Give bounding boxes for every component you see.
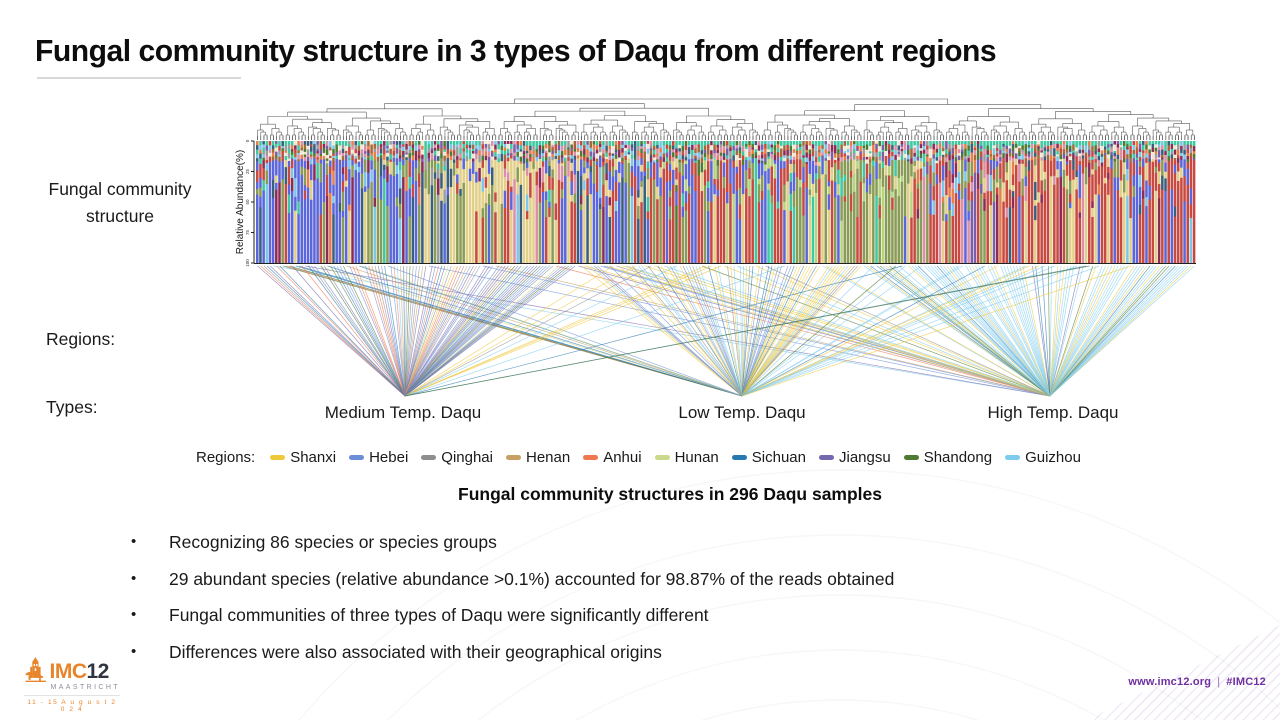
bullet-item: • Fungal communities of three types of Da… — [131, 604, 1091, 626]
type-label-low-temp-daqu: Low Temp. Daqu — [678, 403, 806, 422]
legend-label: Anhui — [603, 449, 642, 466]
corner-hatch-decoration — [1086, 625, 1280, 720]
bullet-dot: • — [131, 569, 137, 587]
legend-swatch — [421, 455, 437, 460]
legend-items: Shanxi Hebei Qinghai Henan Anhui Hunan Sichuan… — [270, 449, 1081, 466]
logo-word-12: 12 — [86, 660, 110, 683]
bullet-item: • Recognizing 86 species or species group… — [131, 531, 1091, 553]
footer-links: www.imc12.org | #IMC12 — [1128, 676, 1266, 688]
legend-label: Sichuan — [751, 449, 806, 466]
type-label-medium-temp-daqu: Medium Temp. Daqu — [324, 403, 482, 422]
legend-item-henan: Henan — [505, 449, 571, 466]
bullet-text: Differences were also associated with th… — [169, 641, 662, 662]
legend-swatch — [903, 455, 919, 460]
legend-item-guizhou: Guizhou — [1005, 449, 1081, 466]
bullet-text: Fungal communities of three types of Daq… — [169, 605, 709, 625]
bullet-text: 29 abundant species (relative abundance … — [169, 568, 895, 589]
label-fungal-community-structure: Fungal community structure — [48, 179, 192, 227]
legend-swatch — [818, 455, 834, 460]
legend-item-hebei: Hebei — [349, 449, 408, 466]
bullet-dot: • — [131, 533, 137, 550]
regions-legend: Regions: Shanxi Hebei Qinghai Henan Anhui Hun… — [196, 449, 1081, 466]
imc12-logo: IMC12 MAASTRICHT 11 - 15 A u g u s t 2 0… — [24, 651, 120, 713]
figure-canvas: 0 25 50 75 100 Relative Abundance(%) — [235, 98, 1196, 397]
footer-hashtag[interactable]: #IMC12 — [1226, 676, 1266, 688]
legend-item-sichuan: Sichuan — [731, 449, 806, 466]
footer-url[interactable]: www.imc12.org — [1128, 676, 1212, 688]
label-types: Types: — [46, 397, 98, 417]
y-axis-label: Relative Abundance(%) — [235, 150, 246, 255]
label-regions: Regions: — [46, 329, 116, 349]
legend-label: Qinghai — [441, 449, 493, 466]
slide-title: Fungal community structure in 3 types of… — [35, 33, 997, 68]
logo-word-imc: IMC — [49, 660, 88, 683]
svg-text:25: 25 — [245, 169, 250, 175]
bullet-list: • Recognizing 86 species or species group… — [131, 531, 1091, 677]
legend-swatch — [654, 455, 670, 460]
legend-item-anhui: Anhui — [583, 449, 642, 466]
bullet-dot: • — [131, 606, 137, 623]
legend-item-jiangsu: Jiangsu — [818, 449, 891, 466]
footer-separator: | — [1217, 676, 1221, 688]
legend-item-shanxi: Shanxi — [270, 449, 336, 466]
type-label-high-temp-daqu: High Temp. Daqu — [987, 403, 1119, 422]
legend-label: Hebei — [369, 449, 409, 466]
legend-label: Henan — [525, 449, 571, 466]
legend-label: Hunan — [674, 449, 719, 466]
svg-text:50: 50 — [245, 199, 250, 205]
svg-text:75: 75 — [245, 230, 250, 236]
legend-item-hunan: Hunan — [654, 449, 719, 466]
legend-swatch — [505, 455, 521, 460]
legend-swatch — [583, 455, 599, 460]
legend-swatch — [731, 455, 747, 460]
imc12-logo-castle-mushroom-icon — [25, 657, 47, 683]
legend-item-shandong: Shandong — [903, 449, 993, 466]
svg-text:0: 0 — [245, 139, 250, 142]
legend-item-qinghai: Qinghai — [421, 449, 493, 466]
legend-swatch — [270, 455, 286, 460]
title-underline — [37, 77, 241, 79]
bullet-dot: • — [131, 642, 137, 660]
legend-swatch — [1005, 455, 1021, 460]
legend-label: Jiangsu — [838, 449, 891, 466]
logo-city: MAASTRICHT — [50, 684, 120, 691]
legend-label: Shandong — [923, 449, 993, 466]
legend-label: Shanxi — [290, 449, 337, 466]
bullet-item: • 29 abundant species (relative abundance… — [131, 568, 1091, 590]
svg-text:100: 100 — [245, 259, 250, 267]
legend-swatch — [349, 455, 365, 460]
bullet-item: • Differences were also associated with t… — [131, 641, 1091, 663]
figure-caption: Fungal community structures in 296 Daqu … — [458, 484, 882, 504]
legend-title: Regions: — [196, 449, 256, 466]
legend-label: Guizhou — [1025, 449, 1081, 466]
bullet-text: Recognizing 86 species or species groups — [169, 532, 497, 552]
logo-dates: 11 - 15 A u g u s t 2 0 2 4 — [24, 695, 120, 713]
